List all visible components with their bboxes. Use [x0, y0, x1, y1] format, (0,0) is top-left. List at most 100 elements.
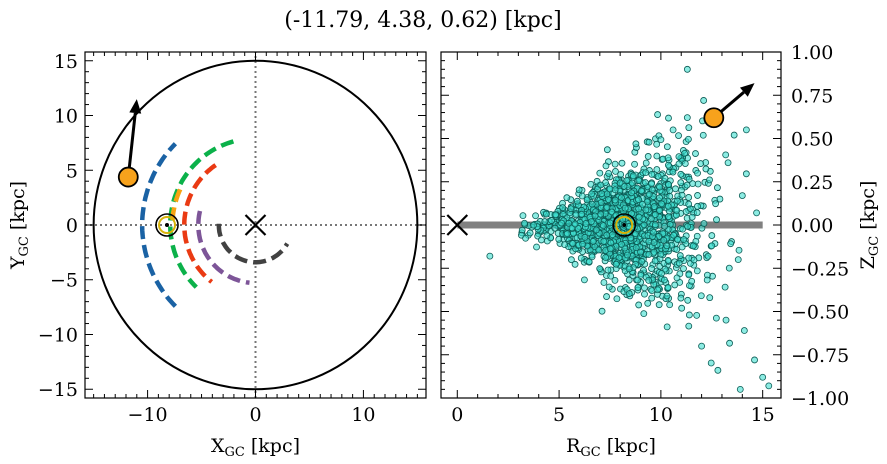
star-point	[653, 166, 661, 173]
star-point	[623, 177, 631, 184]
star-point	[677, 294, 685, 302]
star-point	[683, 114, 691, 122]
star-point	[603, 203, 611, 211]
star-point	[654, 286, 662, 294]
star-point	[486, 252, 494, 260]
star-point	[530, 221, 537, 229]
right-x-tick-label: 0	[451, 404, 463, 426]
star-point	[661, 174, 669, 182]
spiral-arm-5	[216, 223, 290, 265]
left-y-axis-label: YGC [kpc]	[7, 181, 32, 270]
left-y-tick-label: 10	[54, 106, 78, 128]
star-point	[684, 296, 692, 304]
star-point	[693, 267, 701, 275]
right-y-tick-label: 1.00	[791, 42, 833, 64]
star-point	[694, 202, 701, 210]
star-point	[671, 281, 679, 289]
star-point	[642, 159, 650, 167]
right-y-tick-label: −0.25	[791, 258, 849, 280]
star-point	[542, 210, 550, 218]
star-point	[725, 264, 733, 272]
star-point	[697, 292, 705, 300]
star-point	[663, 292, 671, 300]
star-point	[660, 236, 668, 244]
star-point	[685, 124, 693, 132]
star-point	[571, 220, 579, 228]
chart-title: (-11.79, 4.38, 0.62) [kpc]	[284, 8, 561, 33]
star-point	[655, 301, 663, 309]
star-point	[625, 265, 633, 273]
star-point	[581, 233, 589, 241]
star-point	[700, 220, 708, 227]
star-point	[674, 197, 681, 205]
star-point	[639, 200, 646, 208]
star-point	[598, 307, 606, 315]
left-x-axis-label-unit: [kpc]	[245, 435, 300, 457]
star-point	[688, 213, 696, 221]
star-point	[676, 252, 684, 259]
star-point	[602, 254, 610, 261]
star-point	[648, 186, 656, 194]
star-point	[693, 311, 701, 319]
star-point	[675, 132, 682, 139]
star-point	[654, 111, 661, 118]
right-x-tick-label: 5	[553, 404, 565, 426]
right-y-tick-label: 0.75	[791, 85, 833, 107]
star-point	[666, 301, 674, 309]
star-point	[606, 219, 614, 227]
left-x-tick-label: −10	[128, 404, 168, 426]
star-point	[628, 189, 635, 197]
left-y-tick-label: −10	[38, 324, 78, 346]
star-point	[577, 254, 585, 262]
star-point	[647, 215, 655, 223]
right-x-axis-label-subscript: GC	[580, 445, 600, 460]
star-point	[707, 359, 715, 367]
star-point	[765, 382, 773, 390]
star-point	[657, 136, 665, 144]
star-point	[583, 196, 591, 204]
star-point	[641, 290, 648, 298]
right-plot-area	[446, 65, 773, 393]
star-point	[559, 204, 567, 212]
right-x-tick-label: 10	[649, 404, 673, 426]
right-x-axis-label-unit: [kpc]	[601, 435, 656, 457]
star-point	[657, 250, 665, 258]
star-point	[563, 194, 571, 202]
star-point	[644, 299, 652, 307]
galaxy-boundary-circle	[92, 59, 419, 391]
star-point	[684, 135, 692, 143]
star-point	[651, 211, 659, 219]
left-x-tick-label: 10	[351, 404, 375, 426]
star-point	[753, 209, 760, 217]
star-point	[665, 114, 672, 122]
star-point	[654, 172, 662, 180]
star-point	[597, 181, 605, 189]
spiral-arm-1	[168, 139, 235, 289]
star-point	[665, 181, 673, 189]
star-point	[653, 152, 661, 160]
star-point	[521, 219, 528, 227]
star-point	[634, 284, 642, 292]
star-point	[589, 238, 597, 245]
star-point	[603, 146, 611, 154]
star-point	[563, 230, 571, 238]
right-sun-symbol-outer	[612, 213, 637, 237]
star-point	[616, 179, 624, 187]
star-point	[656, 194, 663, 202]
star-point	[634, 276, 642, 284]
star-point	[581, 276, 588, 284]
left-y-tick-label: 0	[66, 215, 78, 237]
star-point	[661, 222, 668, 230]
star-point	[736, 385, 744, 393]
star-point	[645, 138, 653, 146]
right-y-tick-label: −1.00	[791, 388, 849, 410]
star-point	[606, 185, 614, 193]
star-point	[588, 190, 596, 198]
right-y-axis-label-main: Z	[857, 256, 879, 269]
star-point	[673, 274, 681, 282]
star-point	[664, 284, 672, 291]
left-plot-area	[85, 52, 426, 398]
star-point	[599, 222, 607, 230]
star-point	[722, 151, 730, 159]
star-point	[519, 212, 527, 220]
